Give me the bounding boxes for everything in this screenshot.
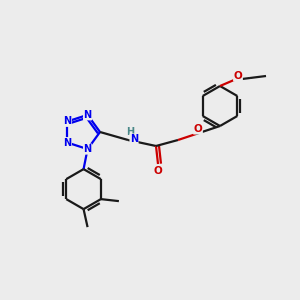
Text: N: N: [63, 138, 71, 148]
Text: O: O: [234, 71, 242, 81]
Text: O: O: [154, 166, 162, 176]
Text: O: O: [194, 124, 202, 134]
Text: N: N: [63, 116, 71, 126]
Text: N: N: [83, 110, 92, 120]
Text: N: N: [83, 144, 92, 154]
Text: H: H: [126, 127, 134, 137]
Text: N: N: [130, 134, 138, 144]
